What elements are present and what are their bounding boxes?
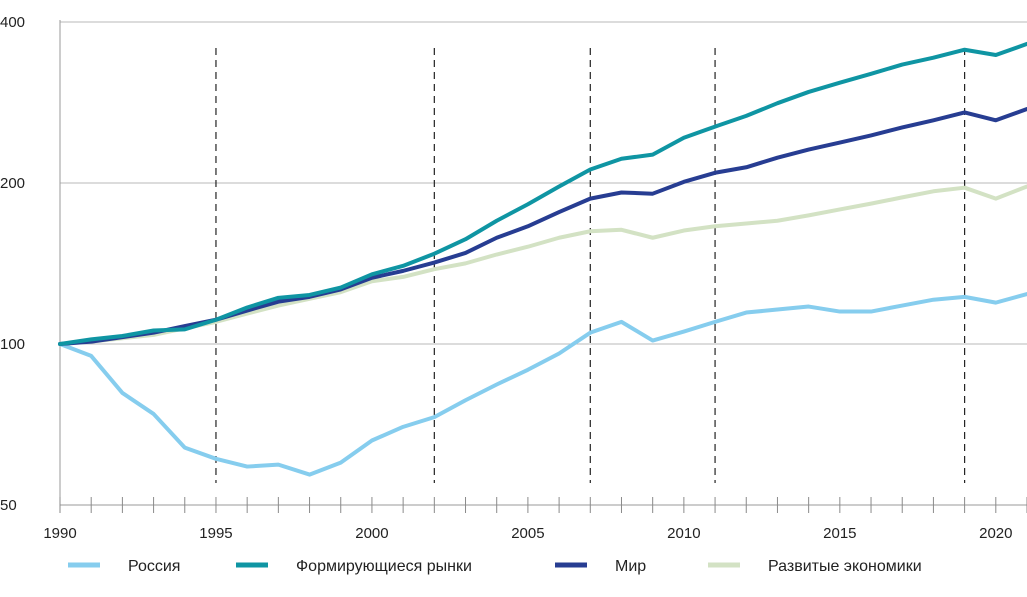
x-tick-label-2010: 2010 bbox=[667, 525, 700, 542]
x-tick-label-2005: 2005 bbox=[511, 525, 544, 542]
legend-label-2: Мир bbox=[615, 558, 646, 575]
legend-label-1: Формирующиеся рынки bbox=[296, 558, 472, 575]
x-tick-label-1995: 1995 bbox=[199, 525, 232, 542]
grid bbox=[60, 21, 1027, 506]
y-tick-label-400: 400 bbox=[0, 14, 25, 31]
x-tick-label-2000: 2000 bbox=[355, 525, 388, 542]
y-tick-label-100: 100 bbox=[0, 336, 25, 353]
axes: 50 100 200 400 1990 1995 2000 2005 2010 2015 2020 bbox=[0, 14, 1027, 542]
x-tick-label-2015: 2015 bbox=[823, 525, 856, 542]
series-line-3 bbox=[58, 184, 1027, 346]
series-line-0 bbox=[58, 292, 1027, 477]
y-tick-label-200: 200 bbox=[0, 175, 25, 192]
x-tick-label-1990: 1990 bbox=[43, 525, 76, 542]
event-markers bbox=[215, 48, 966, 483]
legend: Россия Формирующиеся рынки Мир Развитые эко… bbox=[68, 558, 922, 575]
legend-label-0: Россия bbox=[128, 558, 180, 575]
series-line-1 bbox=[58, 41, 1027, 346]
y-tick-label-50: 50 bbox=[0, 497, 17, 514]
x-tick-label-2020: 2020 bbox=[979, 525, 1012, 542]
legend-label-3: Развитые экономики bbox=[768, 558, 922, 575]
series-lines bbox=[58, 41, 1027, 477]
